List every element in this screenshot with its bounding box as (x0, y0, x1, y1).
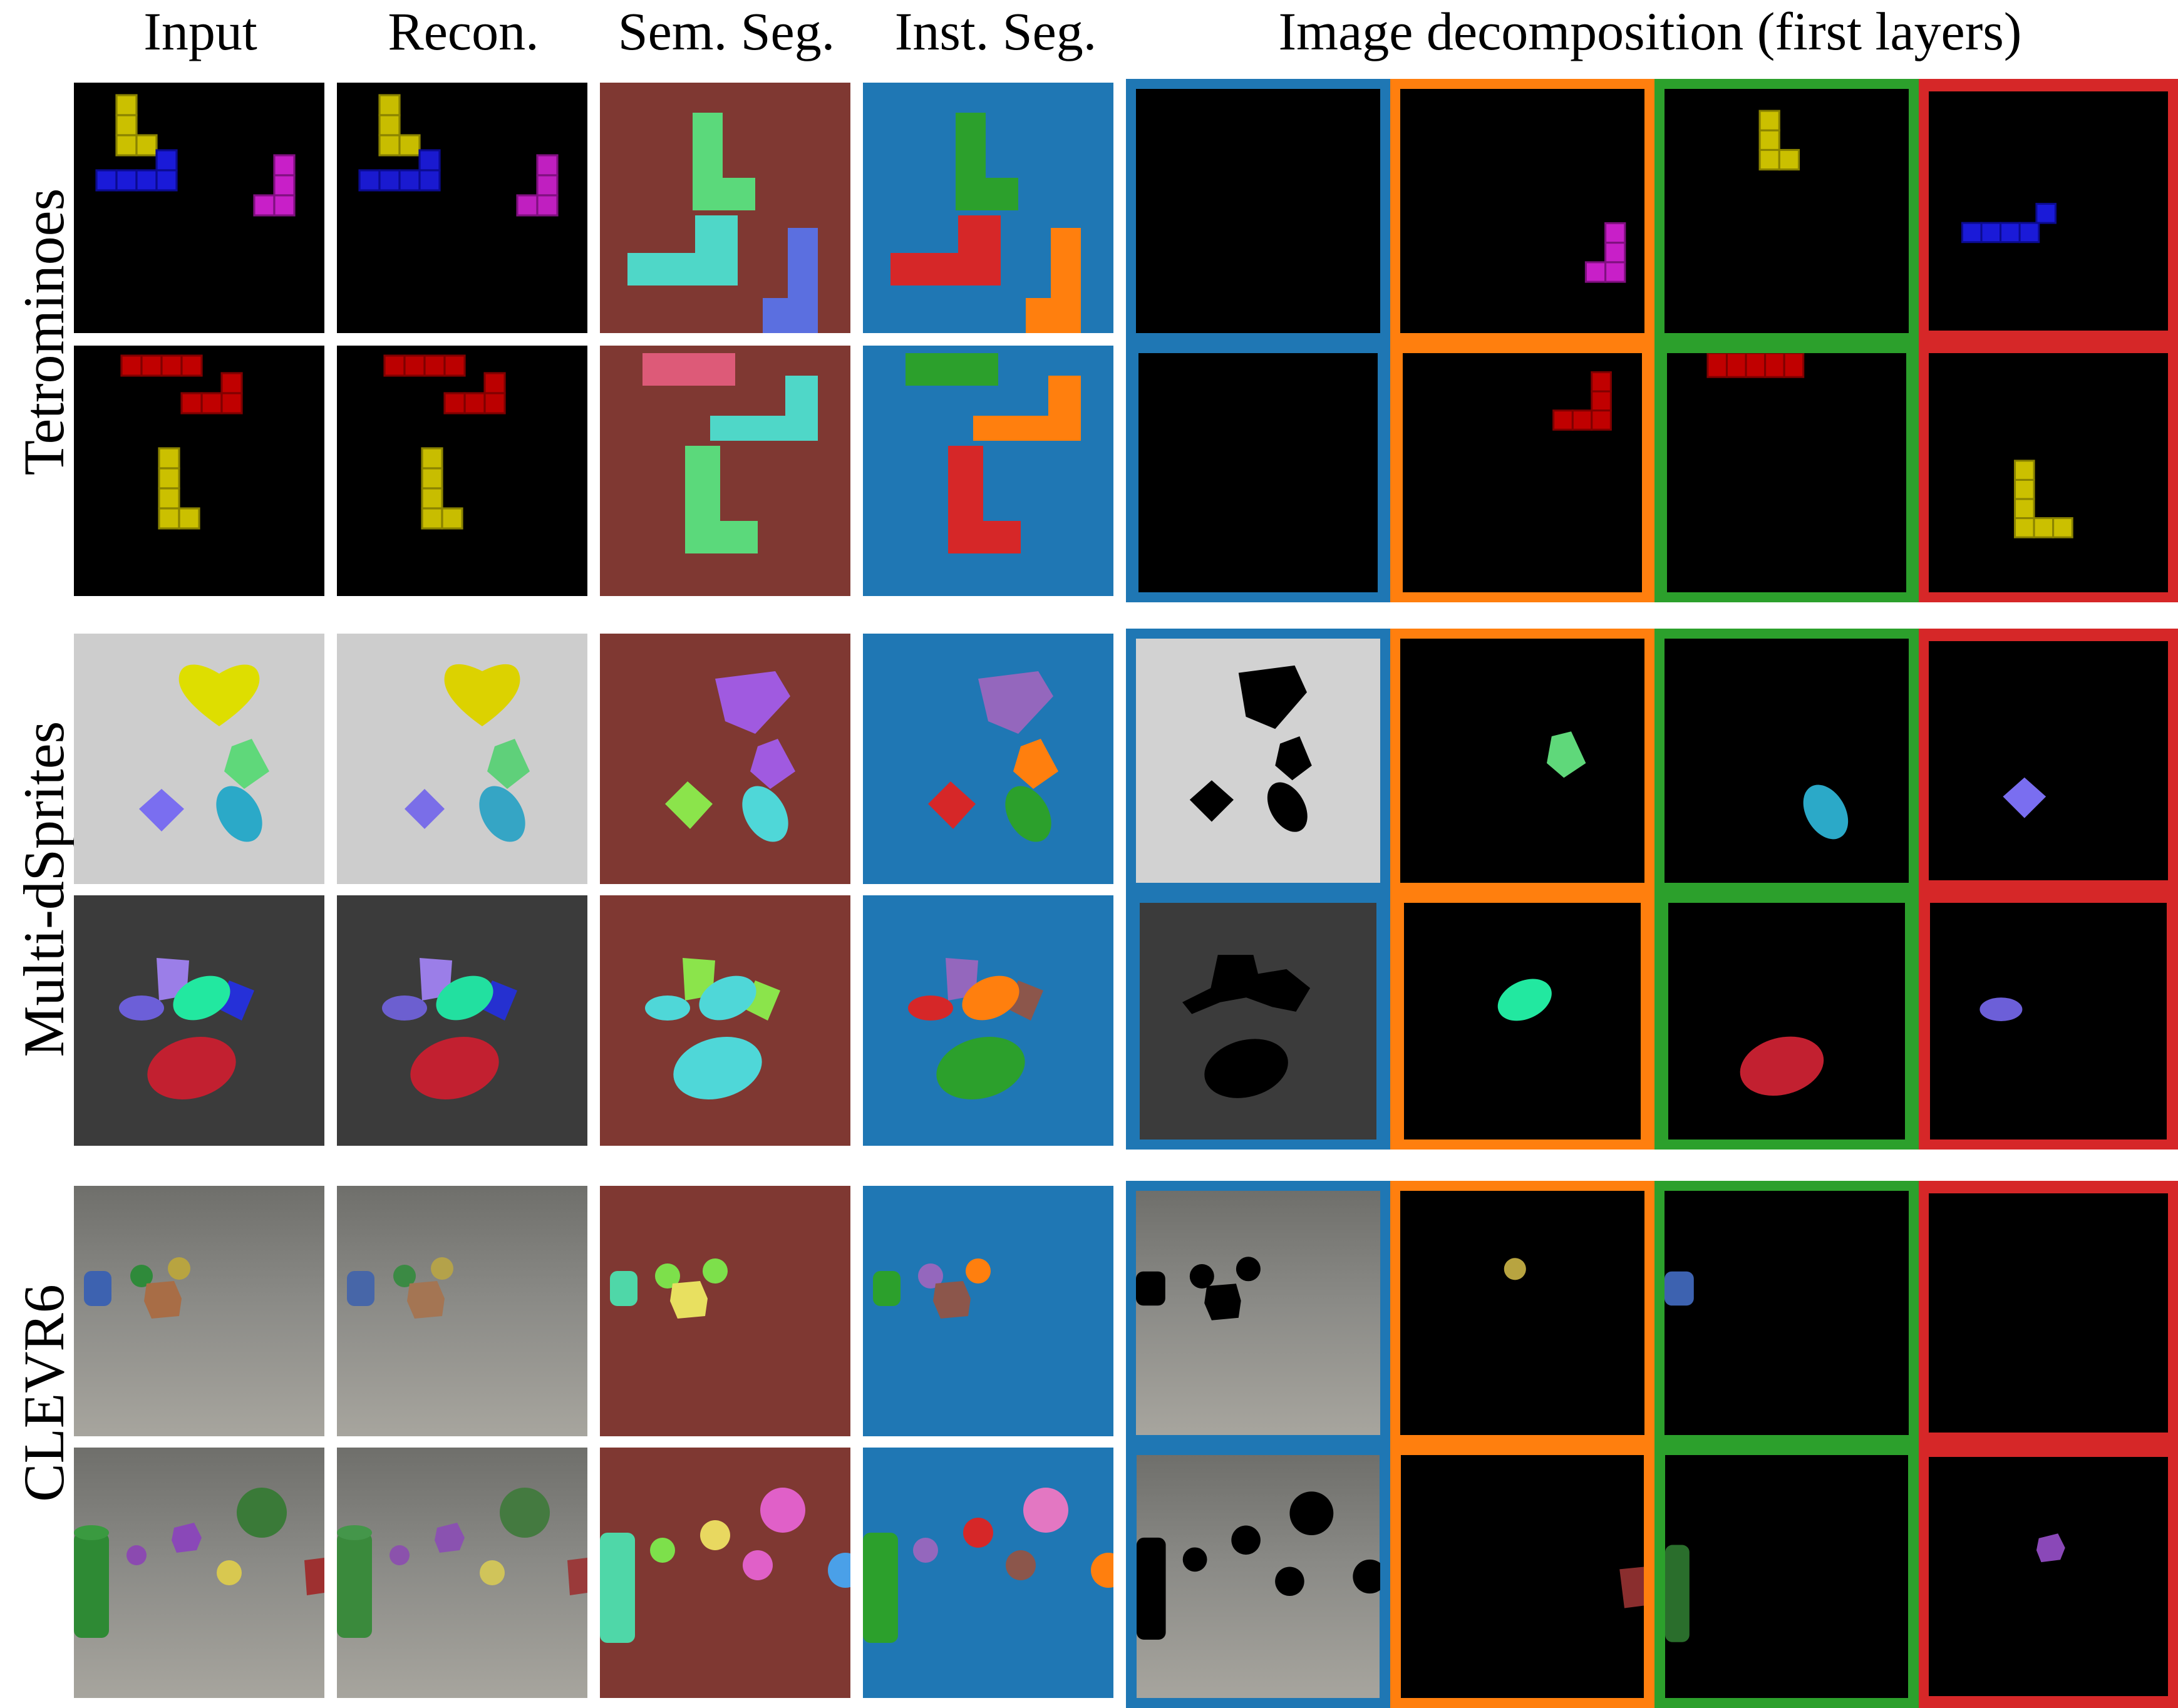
dsprites-2-layer-3 (1654, 893, 1919, 1150)
tetrominoes-2-recon (337, 346, 587, 596)
clevr-2-recon (337, 1448, 587, 1698)
clevr-2-input (74, 1448, 324, 1698)
header-sem-seg: Sem. Seg. (617, 1, 835, 61)
clevr-2-layer-3 (1654, 1445, 1919, 1708)
tetrominoes-1-layer-2 (1390, 79, 1654, 343)
row-label-multi-dsprites: Multi-dSprites (12, 721, 76, 1057)
clevr-1-input (74, 1186, 324, 1436)
tetrominoes-1-layer-1 (1126, 79, 1390, 343)
tetrominoes-1-recon (337, 83, 587, 333)
tetrominoes-2-input (74, 346, 324, 596)
dsprites-1-layer-4 (1919, 629, 2178, 893)
header-inst-seg: Inst. Seg. (894, 1, 1097, 61)
clevr-1-layer-4 (1919, 1181, 2178, 1445)
dsprites-1-inst-seg (863, 634, 1113, 884)
tetrominoes-2-layer-3 (1654, 343, 1919, 602)
clevr-1-sem-seg (600, 1186, 850, 1436)
clevr-2-sem-seg (600, 1448, 850, 1698)
dsprites-1-layer-2 (1390, 629, 1654, 893)
dsprites-1-layer-1 (1126, 629, 1390, 893)
dsprites-1-input (74, 634, 324, 884)
dsprites-1-layer-3 (1654, 629, 1919, 893)
tetrominoes-2-layer-4 (1919, 343, 2178, 602)
tetrominoes-2-sem-seg (600, 346, 850, 596)
clevr-1-layer-2 (1390, 1181, 1654, 1445)
tetrominoes-2-layer-1 (1126, 343, 1390, 602)
dsprites-2-recon (337, 895, 587, 1146)
tetrominoes-1-input (74, 83, 324, 333)
clevr-1-recon (337, 1186, 587, 1436)
clevr-2-inst-seg (863, 1448, 1113, 1698)
clevr-2-layer-2 (1390, 1445, 1654, 1708)
dsprites-2-sem-seg (600, 895, 850, 1146)
dsprites-2-layer-4 (1919, 893, 2178, 1150)
dsprites-2-layer-1 (1126, 893, 1390, 1150)
header-decomposition: Image decomposition (first layers) (1278, 1, 2022, 61)
header-input: Input (143, 1, 257, 61)
dsprites-1-recon (337, 634, 587, 884)
dsprites-2-inst-seg (863, 895, 1113, 1146)
clevr-1-layer-3 (1654, 1181, 1919, 1445)
row-label-clevr6: CLEVR6 (12, 1284, 76, 1502)
dsprites-2-layer-2 (1390, 893, 1654, 1150)
dsprites-1-sem-seg (600, 634, 850, 884)
tetrominoes-1-inst-seg (863, 83, 1113, 333)
tetrominoes-1-layer-4 (1919, 79, 2178, 343)
tetrominoes-2-inst-seg (863, 346, 1113, 596)
row-label-tetrominoes: Tetrominoes (12, 188, 76, 476)
header-recon: Recon. (388, 1, 539, 61)
tetrominoes-1-sem-seg (600, 83, 850, 333)
dsprites-2-input (74, 895, 324, 1146)
tetrominoes-1-layer-3 (1654, 79, 1919, 343)
clevr-2-layer-1 (1126, 1445, 1390, 1708)
tetrominoes-2-layer-2 (1390, 343, 1654, 602)
clevr-1-inst-seg (863, 1186, 1113, 1436)
clevr-2-layer-4 (1919, 1445, 2178, 1708)
clevr-1-layer-1 (1126, 1181, 1390, 1445)
